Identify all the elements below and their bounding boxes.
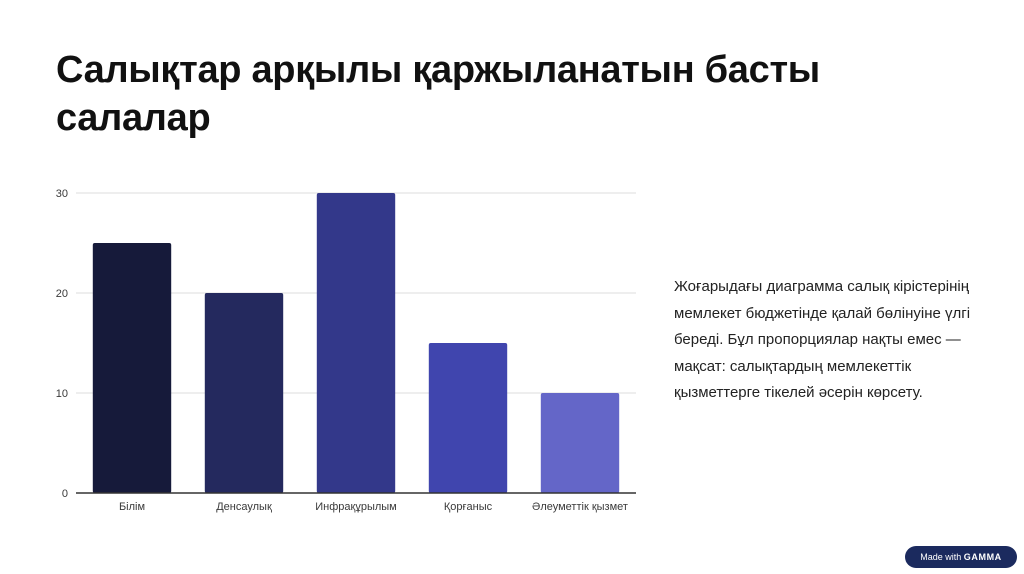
badge-prefix: Made with — [920, 552, 962, 562]
slide-title: Салықтар арқылы қаржыланатын басты салал… — [56, 49, 820, 139]
bar — [92, 243, 172, 493]
x-tick-label: Әлеуметтік қызмет — [532, 501, 628, 513]
x-tick-label: Білім — [119, 501, 145, 513]
y-tick-label: 0 — [62, 488, 68, 500]
bar — [204, 293, 284, 493]
x-tick-label: Денсаулық — [216, 501, 272, 513]
x-tick-label: Қорғаныс — [444, 501, 493, 513]
y-tick-label: 10 — [56, 388, 68, 400]
chart-description: Жоғарыдағы диаграмма салық кірістерінің … — [674, 278, 971, 401]
bar — [316, 193, 396, 493]
gamma-logo: GAMMA — [963, 552, 1002, 562]
bar — [540, 393, 620, 493]
bar-chart: 0 10 20 30 Білім Денсаулық Инфрақұрылым Қорғаны… — [56, 188, 636, 513]
bar — [428, 343, 508, 493]
y-tick-label: 30 — [56, 188, 68, 200]
x-tick-label: Инфрақұрылым — [315, 501, 397, 513]
made-with-gamma-badge[interactable]: Made with GAMMA — [905, 546, 1017, 568]
y-tick-label: 20 — [56, 288, 68, 300]
